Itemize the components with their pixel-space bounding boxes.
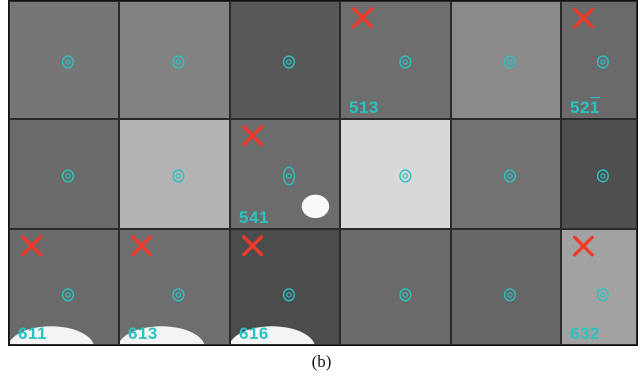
reject-cross-icon bbox=[21, 235, 43, 257]
reflection-index-overbar-digit: 1 bbox=[589, 98, 600, 117]
diffraction-panel: 616 bbox=[230, 229, 340, 345]
peak-marker-ring bbox=[503, 55, 517, 69]
reject-cross-icon bbox=[573, 235, 594, 257]
peak-marker-dot bbox=[175, 59, 182, 65]
reflection-index-text: 632 bbox=[570, 324, 600, 343]
peak-marker-ring bbox=[596, 288, 609, 302]
peak-marker-dot bbox=[286, 292, 292, 298]
peak-marker-dot bbox=[600, 173, 606, 179]
diffraction-panel: 611 bbox=[9, 229, 119, 345]
reject-cross-icon bbox=[573, 7, 594, 29]
diffraction-panel: 613 bbox=[119, 229, 230, 345]
peak-marker-dot bbox=[402, 173, 409, 179]
peak-marker-ring bbox=[172, 169, 185, 183]
peak-marker-dot bbox=[286, 59, 292, 65]
peak-marker-ring bbox=[399, 169, 412, 183]
diffraction-panel bbox=[119, 1, 230, 119]
reflection-index-label: 616 bbox=[239, 325, 269, 342]
diffraction-panel: 521 bbox=[561, 1, 637, 119]
bright-reflection bbox=[301, 194, 330, 219]
diffraction-panel: 541 bbox=[230, 119, 340, 229]
peak-marker-ring bbox=[282, 55, 296, 69]
diffraction-panel bbox=[451, 119, 561, 229]
peak-marker-ring bbox=[399, 55, 412, 69]
peak-marker-ring bbox=[282, 166, 296, 186]
reflection-index-text: 541 bbox=[239, 208, 269, 227]
reject-cross-icon bbox=[242, 125, 264, 147]
diffraction-panel bbox=[340, 119, 451, 229]
reflection-index-label: 632 bbox=[570, 325, 600, 342]
peak-marker-ring bbox=[172, 55, 185, 69]
diffraction-panel bbox=[9, 1, 119, 119]
peak-marker-dot bbox=[65, 292, 71, 298]
peak-marker-ring bbox=[61, 169, 75, 183]
bright-reflection bbox=[10, 326, 94, 344]
peak-marker-dot bbox=[286, 173, 292, 179]
peak-marker-dot bbox=[175, 292, 182, 298]
figure-caption: (b) bbox=[311, 352, 332, 371]
reflection-index-text: 513 bbox=[349, 98, 379, 117]
diffraction-panel bbox=[230, 1, 340, 119]
peak-marker-dot bbox=[507, 173, 513, 179]
peak-marker-dot bbox=[507, 59, 513, 65]
diffraction-panel: 632 bbox=[561, 229, 637, 345]
peak-marker-dot bbox=[65, 173, 71, 179]
peak-marker-ring bbox=[596, 169, 609, 183]
reject-cross-icon bbox=[242, 235, 264, 257]
peak-marker-dot bbox=[600, 292, 606, 298]
diffraction-panel: 513 bbox=[340, 1, 451, 119]
reflection-index-label: 513 bbox=[349, 99, 379, 116]
diffraction-panel bbox=[9, 119, 119, 229]
diffraction-panel bbox=[119, 119, 230, 229]
reflection-index-label: 541 bbox=[239, 209, 269, 226]
peak-marker-ring bbox=[503, 169, 517, 183]
bright-reflection bbox=[231, 326, 315, 344]
diffraction-panel bbox=[340, 229, 451, 345]
peak-marker-ring bbox=[399, 288, 412, 302]
peak-marker-dot bbox=[175, 173, 182, 179]
peak-marker-ring bbox=[172, 288, 185, 302]
reject-cross-icon bbox=[352, 7, 374, 29]
peak-marker-ring bbox=[503, 288, 517, 302]
reflection-index-text: 611 bbox=[18, 324, 47, 343]
reject-cross-icon bbox=[131, 235, 153, 257]
peak-marker-dot bbox=[402, 59, 409, 65]
peak-marker-dot bbox=[507, 292, 513, 298]
reflection-index-label: 611 bbox=[18, 325, 47, 342]
reflection-index-text: 613 bbox=[128, 324, 158, 343]
reflection-index-text: 616 bbox=[239, 324, 269, 343]
reflection-index-label: 521 bbox=[570, 99, 600, 116]
bright-reflection bbox=[120, 326, 205, 344]
peak-marker-ring bbox=[596, 55, 609, 69]
peak-marker-ring bbox=[61, 55, 75, 69]
peak-marker-ring bbox=[61, 288, 75, 302]
diffraction-panel bbox=[561, 119, 637, 229]
diffraction-panel-grid: 513 521 541 611 613 616 632 bbox=[8, 0, 638, 346]
diffraction-panel bbox=[451, 229, 561, 345]
peak-marker-ring bbox=[282, 288, 296, 302]
reflection-index-label: 613 bbox=[128, 325, 158, 342]
peak-marker-dot bbox=[65, 59, 71, 65]
diffraction-panel bbox=[451, 1, 561, 119]
peak-marker-dot bbox=[402, 292, 409, 298]
peak-marker-dot bbox=[600, 59, 606, 65]
reflection-index-text: 52 bbox=[570, 98, 590, 117]
